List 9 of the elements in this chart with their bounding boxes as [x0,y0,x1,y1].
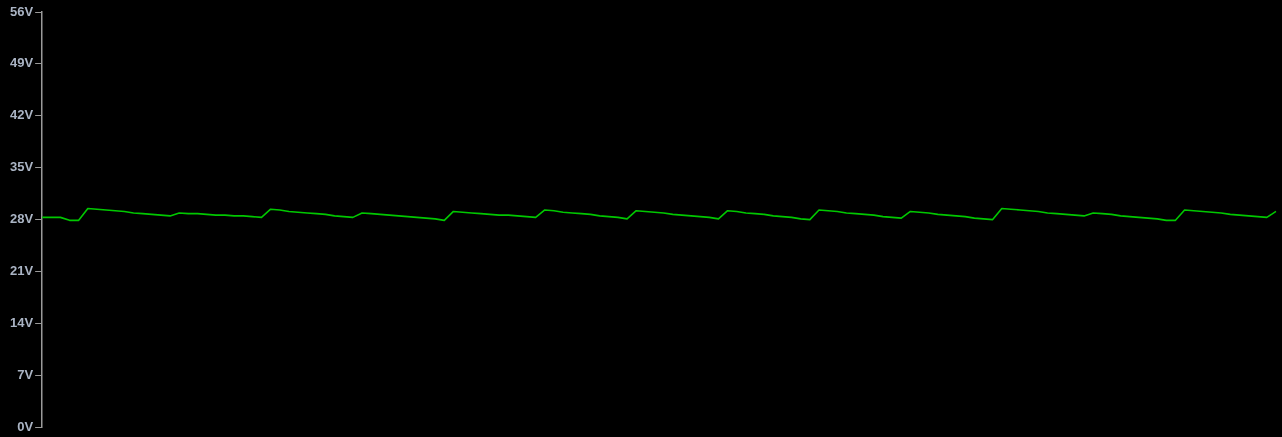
y-tick-label: 42V [9,107,34,123]
y-tick-label: 28V [9,211,34,227]
y-tick-label: 21V [9,263,34,279]
y-tick-label: 35V [9,159,34,175]
y-tick-label: 7V [17,366,34,382]
y-tick-label: 49V [9,55,34,71]
y-tick-label: 14V [9,314,34,330]
y-tick-label: 0V [17,418,34,434]
y-tick-label: 56V [9,3,34,19]
